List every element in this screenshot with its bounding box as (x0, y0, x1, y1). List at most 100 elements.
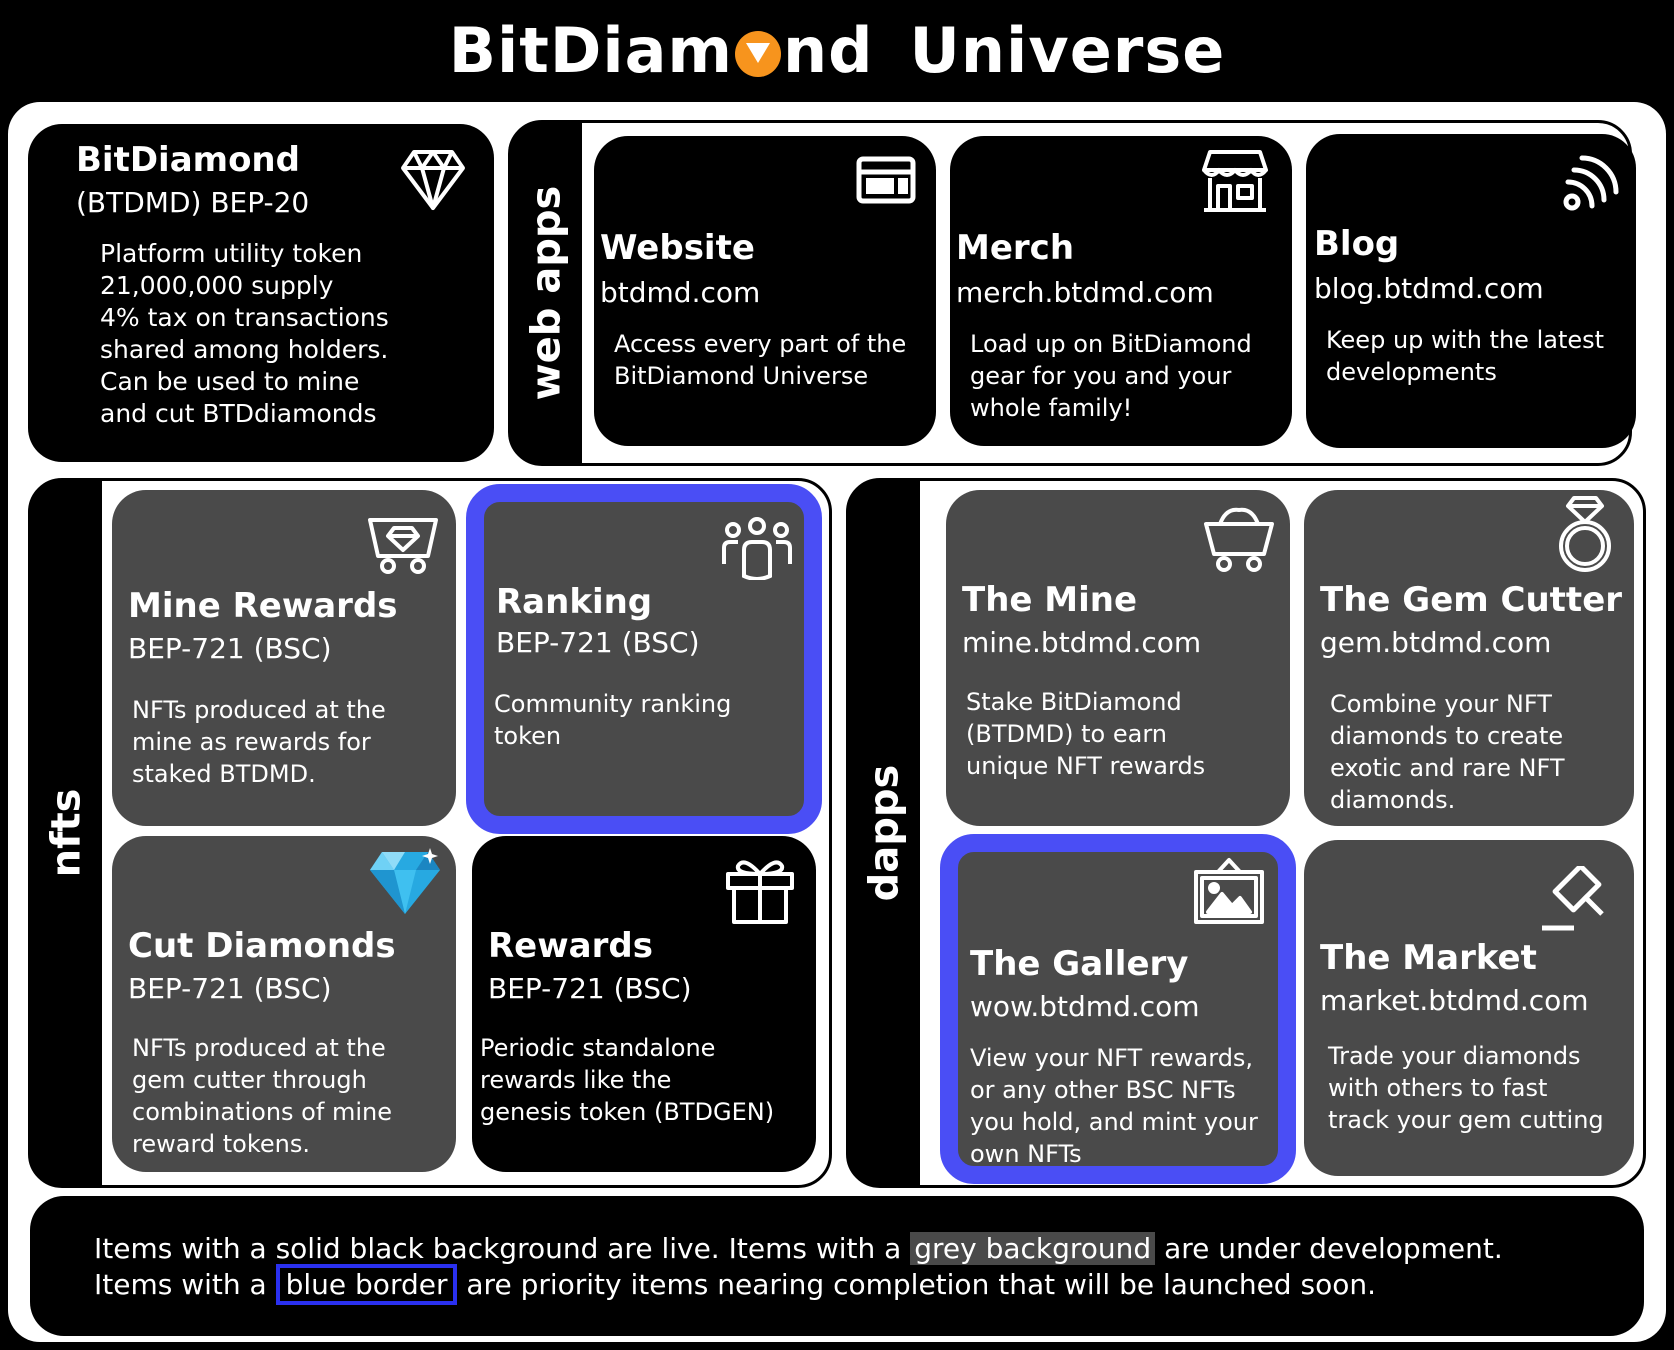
dapp-card-the-mine[interactable]: The Mine mine.btdmd.com Stake BitDiamond… (946, 490, 1290, 826)
token-ticker: (BTDMD) BEP-20 (76, 186, 310, 219)
desc-line: View your NFT rewards, (970, 1044, 1254, 1072)
desc-line: Access every part of the (614, 330, 907, 358)
desc-line: (BTDMD) to earn (966, 720, 1167, 748)
community-group-icon (720, 516, 794, 580)
desc-line: NFTs produced at the (132, 1034, 386, 1062)
web-app-card-merch[interactable]: Merch merch.btdmd.com Load up on BitDiam… (950, 136, 1292, 446)
web-app-title: Website (600, 228, 755, 268)
desc-line: BitDiamond Universe (614, 362, 869, 390)
nft-description: NFTs produced at the gem cutter through … (132, 1032, 392, 1160)
page-title: BitDiam nd Universe (0, 8, 1674, 92)
nft-description: NFTs produced at the mine as rewards for… (132, 694, 386, 790)
desc-line: mine as rewards for (132, 728, 371, 756)
web-app-title: Blog (1314, 224, 1400, 264)
dapp-title: The Market (1320, 938, 1537, 978)
title-part3: Universe (909, 13, 1226, 87)
dapp-card-gem-cutter[interactable]: The Gem Cutter gem.btdmd.com Combine you… (1304, 490, 1634, 826)
desc-line: Keep up with the latest (1326, 326, 1605, 354)
legend-grey-swatch: grey background (910, 1232, 1156, 1265)
nft-card-cut-diamonds[interactable]: Cut Diamonds BEP-721 (BSC) NFTs produced… (112, 836, 456, 1172)
desc-line: Combine your NFT (1330, 690, 1552, 718)
legend-text: Items with a (94, 1268, 267, 1301)
dapp-title: The Gallery (970, 944, 1189, 984)
desc-line: with others to fast (1328, 1074, 1548, 1102)
nft-title: Ranking (496, 582, 653, 622)
web-app-url[interactable]: blog.btdmd.com (1314, 272, 1544, 305)
desc-line: Stake BitDiamond (966, 688, 1182, 716)
desc-line: combinations of mine (132, 1098, 392, 1126)
dapp-url[interactable]: mine.btdmd.com (962, 626, 1202, 659)
rss-feed-icon (1562, 152, 1622, 212)
legend-text: are under development. (1164, 1232, 1503, 1265)
web-app-card-blog[interactable]: Blog blog.btdmd.com Keep up with the lat… (1306, 134, 1636, 448)
web-app-description: Keep up with the latest developments (1326, 324, 1604, 388)
desc-line: reward tokens. (132, 1130, 310, 1158)
dapp-url[interactable]: market.btdmd.com (1320, 984, 1589, 1017)
desc-line: staked BTDMD. (132, 760, 316, 788)
desc-line: whole family! (970, 394, 1133, 422)
nft-card-rewards[interactable]: Rewards BEP-721 (BSC) Periodic standalon… (472, 836, 816, 1172)
desc-line: own NFTs (970, 1140, 1082, 1168)
desc-line: diamonds. (1330, 786, 1456, 814)
dapp-card-market[interactable]: The Market market.btdmd.com Trade your d… (1304, 840, 1634, 1176)
nft-standard: BEP-721 (BSC) (496, 626, 700, 659)
nft-title: Mine Rewards (128, 586, 398, 626)
web-app-card-website[interactable]: Website btdmd.com Access every part of t… (594, 136, 936, 446)
storefront-icon (1202, 148, 1268, 214)
dapp-description: Combine your NFT diamonds to create exot… (1330, 688, 1564, 816)
nft-title: Cut Diamonds (128, 926, 396, 966)
desc-line: or any other BSC NFTs (970, 1076, 1236, 1104)
picture-frame-icon (1192, 856, 1266, 926)
legend-line-1: Items with a solid black background are … (94, 1232, 1503, 1265)
desc-line: exotic and rare NFT (1330, 754, 1565, 782)
nft-title: Rewards (488, 926, 653, 966)
token-line: and cut BTDdiamonds (100, 399, 377, 428)
dapps-label: dapps (861, 764, 908, 902)
legend-text: Items with a solid black background are … (94, 1232, 902, 1265)
blue-diamond-icon (368, 846, 442, 916)
desc-line: you hold, and mint your (970, 1108, 1258, 1136)
desc-line: Trade your diamonds (1328, 1042, 1581, 1070)
dapp-description: View your NFT rewards, or any other BSC … (970, 1042, 1258, 1170)
dapp-url[interactable]: gem.btdmd.com (1320, 626, 1552, 659)
token-line: 21,000,000 supply (100, 271, 334, 300)
desc-line: track your gem cutting (1328, 1106, 1604, 1134)
desc-line: token (494, 722, 562, 750)
desc-line: diamonds to create (1330, 722, 1564, 750)
dapp-card-gallery[interactable]: The Gallery wow.btdmd.com View your NFT … (940, 834, 1296, 1184)
title-part1: BitDiam (448, 13, 734, 87)
nft-standard: BEP-721 (BSC) (128, 632, 332, 665)
nft-card-mine-rewards[interactable]: Mine Rewards BEP-721 (BSC) NFTs produced… (112, 490, 456, 826)
legend-text: are priority items nearing completion th… (466, 1268, 1376, 1301)
desc-line: genesis token (BTDGEN) (480, 1098, 775, 1126)
dapp-description: Trade your diamonds with others to fast … (1328, 1040, 1604, 1136)
diamond-ring-icon (1554, 494, 1616, 574)
dapp-url[interactable]: wow.btdmd.com (970, 990, 1200, 1023)
title-part2: nd (783, 13, 874, 87)
web-app-description: Access every part of the BitDiamond Univ… (614, 328, 906, 392)
nfts-label: nfts (43, 788, 89, 878)
nft-card-ranking[interactable]: Ranking BEP-721 (BSC) Community ranking … (466, 484, 822, 834)
legend-footer: Items with a solid black background are … (30, 1196, 1644, 1336)
auction-gavel-icon (1540, 866, 1610, 932)
desc-line: Load up on BitDiamond (970, 330, 1252, 358)
web-apps-label: web apps (523, 185, 569, 401)
desc-line: developments (1326, 358, 1497, 386)
web-app-description: Load up on BitDiamond gear for you and y… (970, 328, 1252, 424)
web-app-url[interactable]: btdmd.com (600, 276, 761, 309)
nft-standard: BEP-721 (BSC) (128, 972, 332, 1005)
legend-line-2: Items with a blue border are priority it… (94, 1264, 1376, 1305)
mine-cart-icon (1202, 504, 1276, 574)
diamond-coin-icon (735, 31, 782, 77)
token-name: BitDiamond (76, 140, 300, 180)
desc-line: rewards like the (480, 1066, 672, 1094)
token-line: shared among holders. (100, 335, 389, 364)
mine-cart-diamond-icon (368, 516, 438, 574)
desc-line: Community ranking (494, 690, 732, 718)
token-card: BitDiamond (BTDMD) BEP-20 Platform utili… (28, 124, 494, 462)
desc-line: unique NFT rewards (966, 752, 1206, 780)
web-app-url[interactable]: merch.btdmd.com (956, 276, 1214, 309)
token-line: Can be used to mine (100, 367, 360, 396)
desc-line: Periodic standalone (480, 1034, 716, 1062)
dapp-description: Stake BitDiamond (BTDMD) to earn unique … (966, 686, 1205, 782)
